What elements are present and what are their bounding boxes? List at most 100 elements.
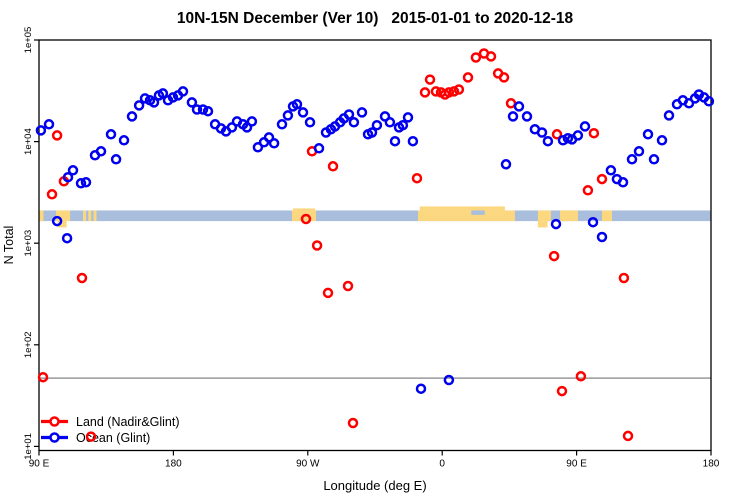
data-point-ocean [282, 110, 294, 121]
data-point-ocean [304, 117, 316, 128]
data-point-land [556, 385, 568, 397]
data-point-ocean [43, 119, 55, 130]
data-point-ocean [61, 232, 73, 244]
x-tick-label: 180 [165, 459, 182, 470]
data-point-ocean [263, 132, 275, 143]
map-band-ocean-detail [471, 210, 485, 215]
data-point-land [582, 185, 594, 196]
data-point-land [443, 87, 455, 98]
data-point-ocean [348, 117, 360, 128]
data-point-ocean [118, 135, 130, 146]
map-band-land-segment [418, 210, 515, 222]
data-point-land [46, 189, 58, 200]
x-axis-title: Longitude (deg E) [323, 478, 426, 493]
chart-title: 10N-15N December (Ver 10) 2015-01-01 to … [176, 10, 574, 27]
data-point-land [322, 287, 334, 299]
data-point-ocean [633, 146, 645, 157]
y-tick-label: 1e+04 [23, 128, 34, 155]
data-point-ocean [95, 146, 107, 157]
map-band-land-detail [57, 221, 67, 228]
data-point-ocean [62, 171, 74, 183]
legend-marker-ocean [49, 432, 60, 443]
data-point-land [453, 84, 465, 95]
data-point-ocean [521, 111, 533, 122]
legend-marker-land [49, 416, 60, 427]
data-point-ocean [683, 98, 695, 109]
map-band-land-detail [419, 206, 505, 211]
data-point-land [485, 51, 497, 62]
map-band-land-segment [56, 210, 71, 222]
plot-frame [38, 39, 712, 452]
data-point-ocean [67, 165, 79, 176]
data-point-land [347, 417, 359, 429]
data-point-ocean [197, 104, 209, 115]
map-band-land-segment [93, 210, 97, 222]
data-point-ocean [252, 142, 264, 153]
data-point-ocean [268, 138, 280, 149]
data-point-land [548, 250, 560, 262]
data-point-ocean [536, 127, 548, 138]
y-axis-title: N Total [2, 226, 16, 265]
map-band-land-segment [39, 210, 44, 222]
data-point-land [622, 430, 634, 442]
x-tick-label: 90 E [566, 459, 587, 470]
data-point-ocean [80, 177, 92, 188]
data-point-ocean [75, 178, 87, 189]
data-point-ocean [407, 135, 419, 147]
map-band-land-segment [88, 210, 92, 222]
data-point-ocean [500, 159, 512, 170]
data-point-land [311, 240, 323, 251]
data-point-ocean [663, 110, 675, 121]
data-point-ocean [157, 88, 169, 99]
data-point-ocean [617, 177, 629, 188]
data-point-land [342, 280, 354, 292]
x-tick-label: 180 [703, 459, 720, 470]
data-point-land [424, 74, 436, 85]
data-point-land [51, 130, 63, 141]
y-tick-label: 1e+05 [23, 27, 34, 54]
data-point-ocean [379, 111, 391, 122]
y-tick-label: 1e+03 [23, 230, 34, 257]
data-point-ocean [572, 130, 584, 141]
map-band-land-detail [537, 221, 548, 228]
data-point-ocean [648, 154, 660, 165]
x-tick-label: 0 [439, 459, 445, 470]
data-point-ocean [105, 129, 117, 140]
data-point-ocean [35, 125, 47, 136]
data-point-ocean [384, 117, 396, 128]
data-point-ocean [587, 216, 599, 228]
data-point-ocean [402, 112, 414, 123]
data-point-ocean [596, 231, 608, 243]
data-point-ocean [550, 218, 562, 230]
data-point-ocean [605, 165, 617, 176]
data-point-ocean [642, 129, 654, 140]
data-point-ocean [276, 119, 288, 130]
data-point-ocean [226, 122, 238, 133]
data-point-land [448, 86, 460, 97]
data-point-ocean [366, 127, 378, 138]
data-point-ocean [343, 109, 355, 120]
data-point-land [596, 173, 608, 185]
data-point-ocean [703, 96, 715, 107]
data-point-ocean [579, 121, 591, 132]
data-point-ocean [507, 111, 519, 122]
data-point-ocean [186, 97, 198, 108]
map-band-land-segment [601, 210, 612, 222]
data-point-ocean [371, 119, 383, 131]
data-point-ocean [202, 105, 214, 117]
data-point-ocean [291, 99, 303, 110]
x-tick-label: 90 W [296, 459, 320, 470]
x-tick-label: 90 E [29, 459, 50, 470]
data-point-ocean [356, 107, 368, 118]
data-point-land [470, 52, 482, 63]
data-point-land [498, 72, 510, 83]
y-tick-label: 1e+01 [23, 433, 34, 460]
data-point-ocean [297, 107, 309, 118]
data-point-ocean [139, 93, 151, 104]
data-point-land [419, 87, 431, 98]
data-point-ocean [110, 154, 122, 165]
generated-chart-content: 90 E 180 90 W 0 90 E 180 1e+01 1e+02 1e+03 1e+04 1… [23, 27, 720, 470]
data-point-ocean [397, 119, 409, 131]
data-point-land [430, 86, 442, 97]
data-point-ocean [167, 92, 179, 103]
